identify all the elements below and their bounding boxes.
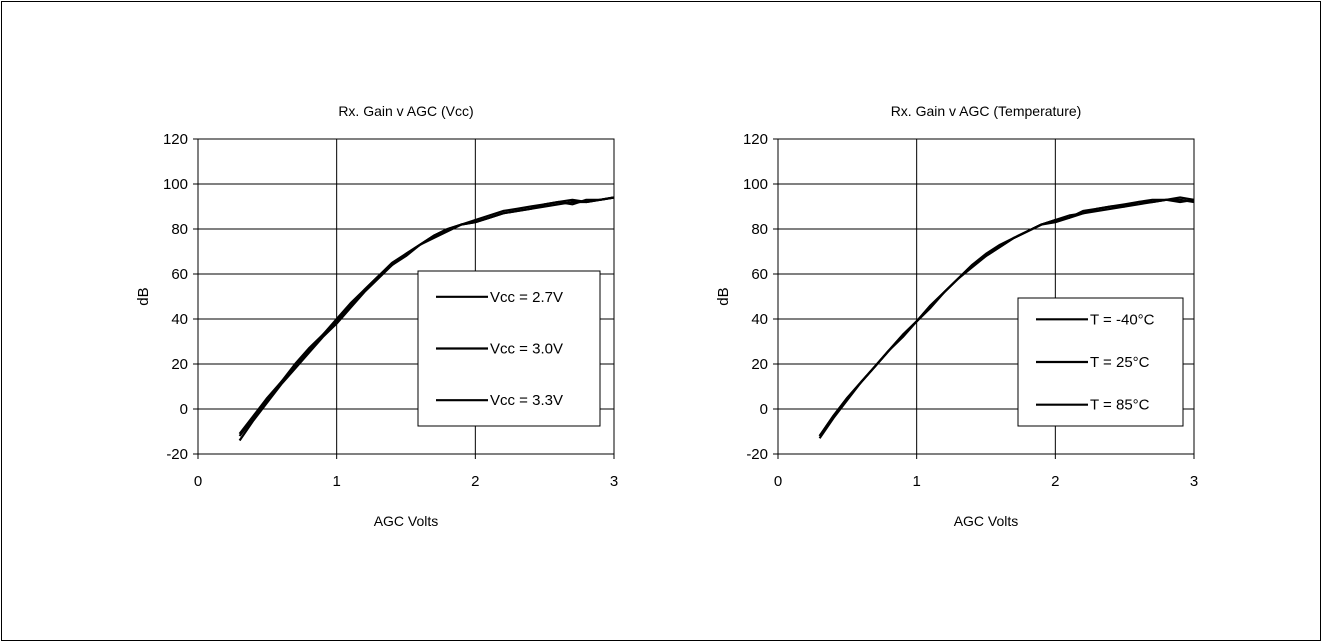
x-tick-label: 0 — [774, 473, 782, 490]
x-tick-label: 3 — [610, 473, 618, 490]
x-tick-label: 1 — [332, 473, 340, 490]
y-tick-label: 60 — [171, 266, 188, 283]
chart-title: Rx. Gain v AGC (Temperature) — [891, 103, 1082, 119]
y-tick-label: 60 — [751, 266, 768, 283]
legend-label: T = 25°C — [1090, 354, 1150, 371]
x-tick-label: 3 — [1190, 473, 1198, 490]
y-tick-label: 0 — [760, 401, 768, 418]
y-tick-label: -20 — [166, 446, 188, 463]
y-tick-label: 80 — [751, 221, 768, 238]
y-tick-label: 0 — [180, 401, 188, 418]
y-tick-label: 120 — [743, 131, 768, 148]
plot-area — [197, 138, 615, 455]
x-tick-label: 2 — [1051, 473, 1059, 490]
x-tick-label: 1 — [912, 473, 920, 490]
chart-vcc: Rx. Gain v AGC (Vcc) -20 0 20 40 60 80 100 120 0 1… — [135, 103, 618, 529]
y-tick-label: 80 — [171, 221, 188, 238]
legend-label: T = -40°C — [1090, 311, 1155, 328]
chart-title: Rx. Gain v AGC (Vcc) — [338, 103, 473, 119]
y-tick-label: 120 — [163, 131, 188, 148]
x-axis-label: AGC Volts — [374, 513, 439, 529]
y-axis-label: dB — [135, 287, 152, 305]
legend-label: T = 85°C — [1090, 397, 1150, 414]
x-tick-label: 2 — [471, 473, 479, 490]
y-tick-label: 100 — [743, 176, 768, 193]
legend-label: Vcc = 3.0V — [490, 341, 563, 358]
legend-label: Vcc = 2.7V — [490, 289, 563, 306]
y-tick-label: 40 — [171, 311, 188, 328]
y-tick-label: 40 — [751, 311, 768, 328]
y-tick-label: 20 — [751, 356, 768, 373]
plot-area — [777, 138, 1195, 455]
series-line-2 — [238, 196, 615, 435]
chart-temperature: Rx. Gain v AGC (Temperature)-20020406080… — [715, 103, 1198, 529]
y-tick-label: 20 — [171, 356, 188, 373]
x-axis-label: AGC Volts — [954, 513, 1019, 529]
legend-label: Vcc = 3.3V — [490, 392, 563, 409]
y-tick-label: 100 — [163, 176, 188, 193]
y-axis-label: dB — [715, 287, 732, 305]
x-tick-label: 0 — [194, 473, 202, 490]
y-tick-label: -20 — [746, 446, 768, 463]
series-line-2 — [818, 198, 1195, 437]
